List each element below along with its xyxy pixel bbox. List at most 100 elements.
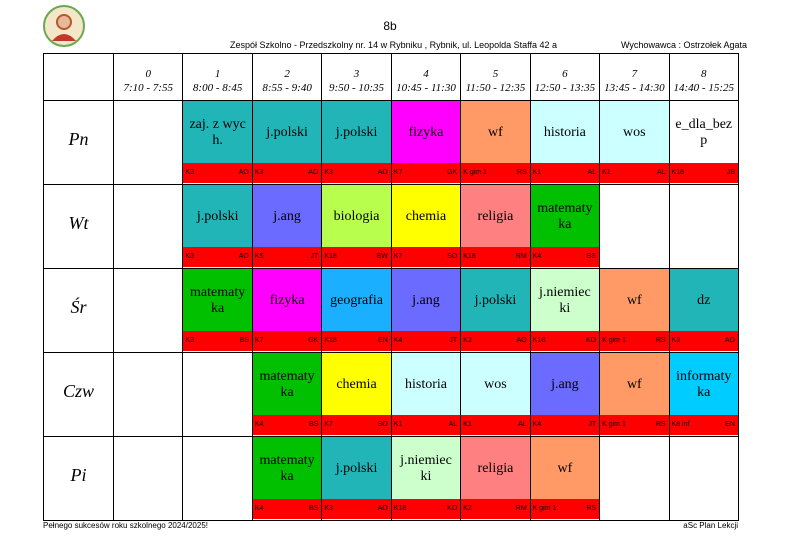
room: K18 (393, 505, 407, 512)
empty-cell (600, 185, 670, 269)
room: K3 (671, 337, 681, 344)
period-number: 7 (631, 68, 638, 80)
subject: chemia (336, 376, 377, 392)
subject-area: j.polski (322, 101, 391, 164)
room: K gim 1 (463, 169, 487, 176)
corner (44, 54, 114, 101)
lesson: matematyka K4 BS (252, 437, 323, 521)
period-number: 2 (284, 68, 290, 80)
subject-area: informatyka (669, 353, 738, 416)
form-teacher: Wychowawca : Ostrzołek Agata (621, 40, 747, 50)
logo (43, 5, 85, 47)
room: K18 (532, 337, 546, 344)
teacher: JT (310, 253, 319, 260)
subject-area: dz (669, 269, 738, 332)
teacher: BS (239, 337, 249, 344)
day-header: Czw (44, 353, 114, 437)
room: K3 (324, 505, 333, 512)
room: K18 (463, 253, 476, 260)
day-name: Wt (68, 213, 89, 233)
info-strip: K3 AO (252, 163, 322, 183)
period-header: 5 11:50 - 12:35 (461, 54, 531, 101)
period-header: 4 10:45 - 11:30 (391, 54, 462, 101)
subject-area: j.polski (252, 101, 322, 164)
subject-area: biologia (322, 185, 391, 248)
subject-area: fizyka (391, 101, 461, 164)
subject-area: matematyka (252, 353, 322, 416)
period-header: 1 8:00 - 8:45 (183, 54, 253, 101)
lesson: j.polski K3 AO (322, 437, 392, 521)
empty-cell (114, 185, 184, 269)
empty-cell (669, 185, 739, 269)
empty-cell (114, 437, 184, 521)
lesson: j.ang K5 JT (252, 185, 323, 269)
subject: j.polski (335, 124, 378, 140)
room: K3 (185, 337, 194, 344)
subject: wf (557, 460, 573, 476)
timetable: 0 7:10 - 7:55 1 8:00 - 8:45 2 8:55 - 9:40 3 9:5… (43, 53, 739, 521)
teacher: GK (447, 169, 458, 176)
info-strip: K1 AL (530, 163, 600, 183)
lesson: j.ang K4 JT (530, 353, 601, 437)
lesson: historia K1 AL (530, 101, 601, 185)
lesson: zaj. z wych. K3 AO (183, 101, 253, 185)
lesson: wf K gim 1 RS (461, 101, 531, 185)
room: K2 (463, 505, 472, 512)
subject: religia (477, 460, 514, 476)
room: K3 (185, 253, 194, 260)
info-strip: K gim 1 RS (600, 331, 669, 351)
subject-area: j.polski (322, 437, 391, 500)
teacher: RS (516, 169, 527, 176)
lesson: j.niemiecki K18 KO (391, 437, 462, 521)
info-strip: K3 AO (322, 163, 391, 183)
period-time: 8:55 - 9:40 (262, 82, 312, 94)
teacher: KO (585, 337, 597, 344)
subject-area: historia (391, 353, 461, 416)
info-strip: K18 BW (322, 247, 391, 267)
room: K7 (393, 253, 403, 260)
subject: chemia (405, 208, 447, 224)
info-strip: K7 SO (391, 247, 461, 267)
info-strip: K7 GK (252, 331, 322, 351)
subject: dz (697, 292, 711, 308)
info-strip: K3 AO (183, 247, 252, 267)
lesson: religia K18 RM (461, 185, 531, 269)
subject: religia (477, 208, 514, 224)
subject: biologia (333, 208, 380, 224)
subject-area: j.ang (252, 185, 322, 248)
room: K5 (254, 253, 264, 260)
room: K1 (532, 169, 542, 176)
teacher: SO (377, 421, 388, 428)
period-number: 5 (492, 68, 499, 80)
teacher: JT (588, 421, 597, 428)
lesson: j.niemiecki K18 KO (530, 269, 601, 353)
subject: wos (623, 124, 646, 140)
teacher: AO (238, 253, 249, 260)
info-strip: K4 JT (391, 331, 461, 351)
subject-area: j.niemiecki (391, 437, 461, 500)
subject: j.polski (266, 124, 308, 140)
subject-area: chemia (322, 353, 391, 416)
subject: informatyka (676, 368, 732, 400)
subject: wf (626, 376, 642, 392)
subject-area: wf (600, 269, 669, 332)
room: K3 (463, 337, 472, 344)
subject: fizyka (269, 292, 305, 308)
teacher: GK (308, 337, 319, 344)
info-strip: K18 JB (669, 163, 738, 183)
empty-cell (183, 437, 253, 521)
info-strip: K3 AO (322, 499, 391, 519)
teacher: AL (656, 169, 666, 176)
teacher: BS (308, 505, 319, 512)
teacher: BS (586, 253, 597, 260)
period-number: 8 (701, 68, 707, 80)
subject: matematyka (259, 452, 315, 484)
room: K7 (324, 421, 333, 428)
period-number: 0 (145, 68, 151, 80)
empty-cell (114, 101, 184, 185)
room: K gim 1 (602, 421, 626, 428)
subject-area: wos (461, 353, 530, 416)
period-number: 4 (423, 68, 429, 80)
subject: wos (484, 376, 507, 392)
room: K4 (532, 421, 542, 428)
